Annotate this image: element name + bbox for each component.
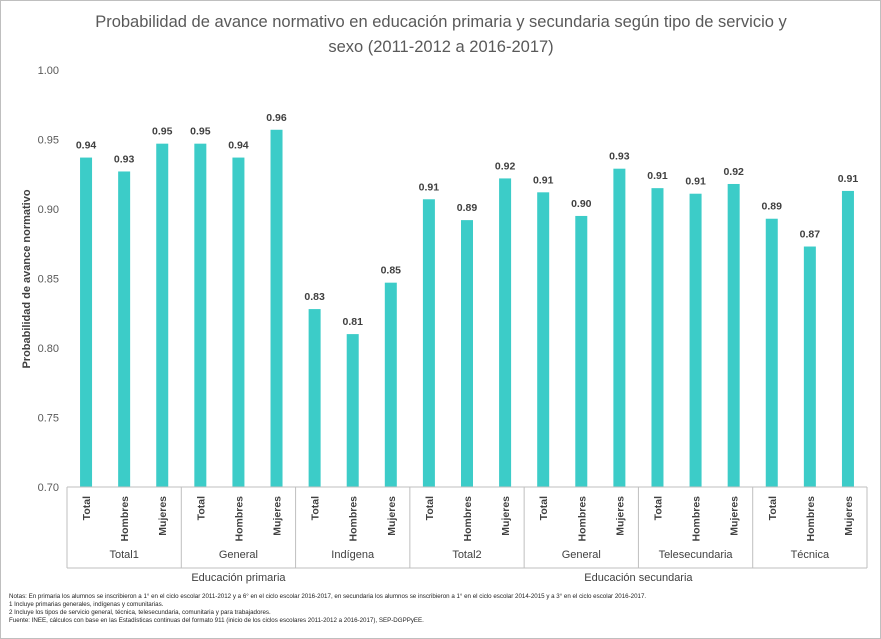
chart-title-line-2: sexo (2011-2012 a 2016-2017) [328,38,553,56]
category-label: Total [195,496,207,520]
category-label: Hombres [691,496,703,542]
supergroup-label: Educación secundaria [584,572,693,584]
y-tick-label: 0.95 [38,135,59,147]
category-label: Total [310,496,322,520]
category-label: Hombres [348,496,360,542]
y-tick-label: 0.80 [38,343,59,355]
data-label: 0.85 [381,265,402,277]
bar [194,143,207,488]
category-label: Hombres [119,496,131,542]
bar [537,192,550,487]
bar [80,157,93,487]
category-label: Hombres [576,496,588,542]
bar [156,143,169,488]
data-label: 0.92 [495,160,516,172]
category-label: Total [538,496,550,520]
category-label: Hombres [805,496,817,542]
category-label: Mujeres [272,496,284,536]
y-axis-label: Probabilidad de avance normativo [21,189,33,368]
bar [499,178,512,488]
group-label: Telesecundaria [659,549,734,561]
bar [118,171,131,487]
data-label: 0.95 [190,126,211,138]
note-line: Notas: En primaria los alumnos se inscri… [9,593,647,600]
category-label: Mujeres [614,496,626,536]
bar [308,309,321,487]
y-tick-label: 0.75 [38,413,59,425]
bar [803,246,816,487]
chart-notes: Notas: En primaria los alumnos se inscri… [9,593,875,625]
group-label: General [562,549,601,561]
note-line: 1 Incluye primarias generales, indígenas… [9,601,164,609]
data-label: 0.91 [685,176,706,188]
category-label: Total [81,496,93,520]
group-label: Indígena [331,549,375,561]
group-label: Técnica [791,549,830,561]
group-label: Total1 [109,549,138,561]
category-label: Mujeres [386,496,398,536]
bar [575,215,588,487]
data-label: 0.87 [800,229,821,241]
category-label: Total [424,496,436,520]
category-label: Total [652,496,664,520]
data-label: 0.91 [419,181,440,193]
data-label: 0.81 [342,316,363,328]
category-label: Total [767,496,779,520]
bar [461,220,473,487]
y-tick-label: 0.90 [38,204,59,216]
bar [270,129,283,487]
data-label: 0.89 [762,201,783,213]
bar [232,157,245,487]
data-label: 0.94 [76,140,97,152]
bar [841,190,854,487]
category-label: Mujeres [729,496,741,536]
y-tick-label: 0.85 [38,274,59,286]
data-label: 0.89 [457,202,478,214]
category-label: Mujeres [843,496,855,536]
bar [346,334,359,487]
data-label: 0.91 [533,174,554,186]
chart-title-line-1: Probabilidad de avance normativo en educ… [95,13,787,31]
bar [727,183,740,488]
bar [422,199,435,487]
bar [765,218,778,488]
category-label: Hombres [462,496,474,542]
group-label: General [219,549,258,561]
bar [689,193,702,487]
data-label: 0.93 [609,151,630,163]
note-line: Fuente: INEE, cálculos con base en las E… [9,617,424,625]
category-label: Hombres [233,496,245,542]
data-label: 0.83 [304,291,325,303]
y-tick-label: 1.00 [38,65,59,77]
data-label: 0.92 [723,166,744,178]
bar [613,168,626,487]
chart: Probabilidad de avance normativo en educ… [21,13,868,584]
data-label: 0.95 [152,126,173,138]
data-label: 0.91 [647,170,668,182]
category-label: Mujeres [500,496,512,536]
data-label: 0.94 [228,140,249,152]
data-label: 0.93 [114,153,135,165]
y-tick-label: 0.70 [38,482,59,494]
data-label: 0.96 [266,112,287,124]
data-label: 0.90 [571,198,592,210]
bar [651,188,664,487]
group-label: Total2 [452,549,481,561]
data-label: 0.91 [838,173,859,185]
bar [384,282,397,487]
supergroup-label: Educación primaria [191,572,286,584]
note-line: 2 Incluye los tipos de servicio general,… [9,609,271,617]
category-label: Mujeres [157,496,169,536]
